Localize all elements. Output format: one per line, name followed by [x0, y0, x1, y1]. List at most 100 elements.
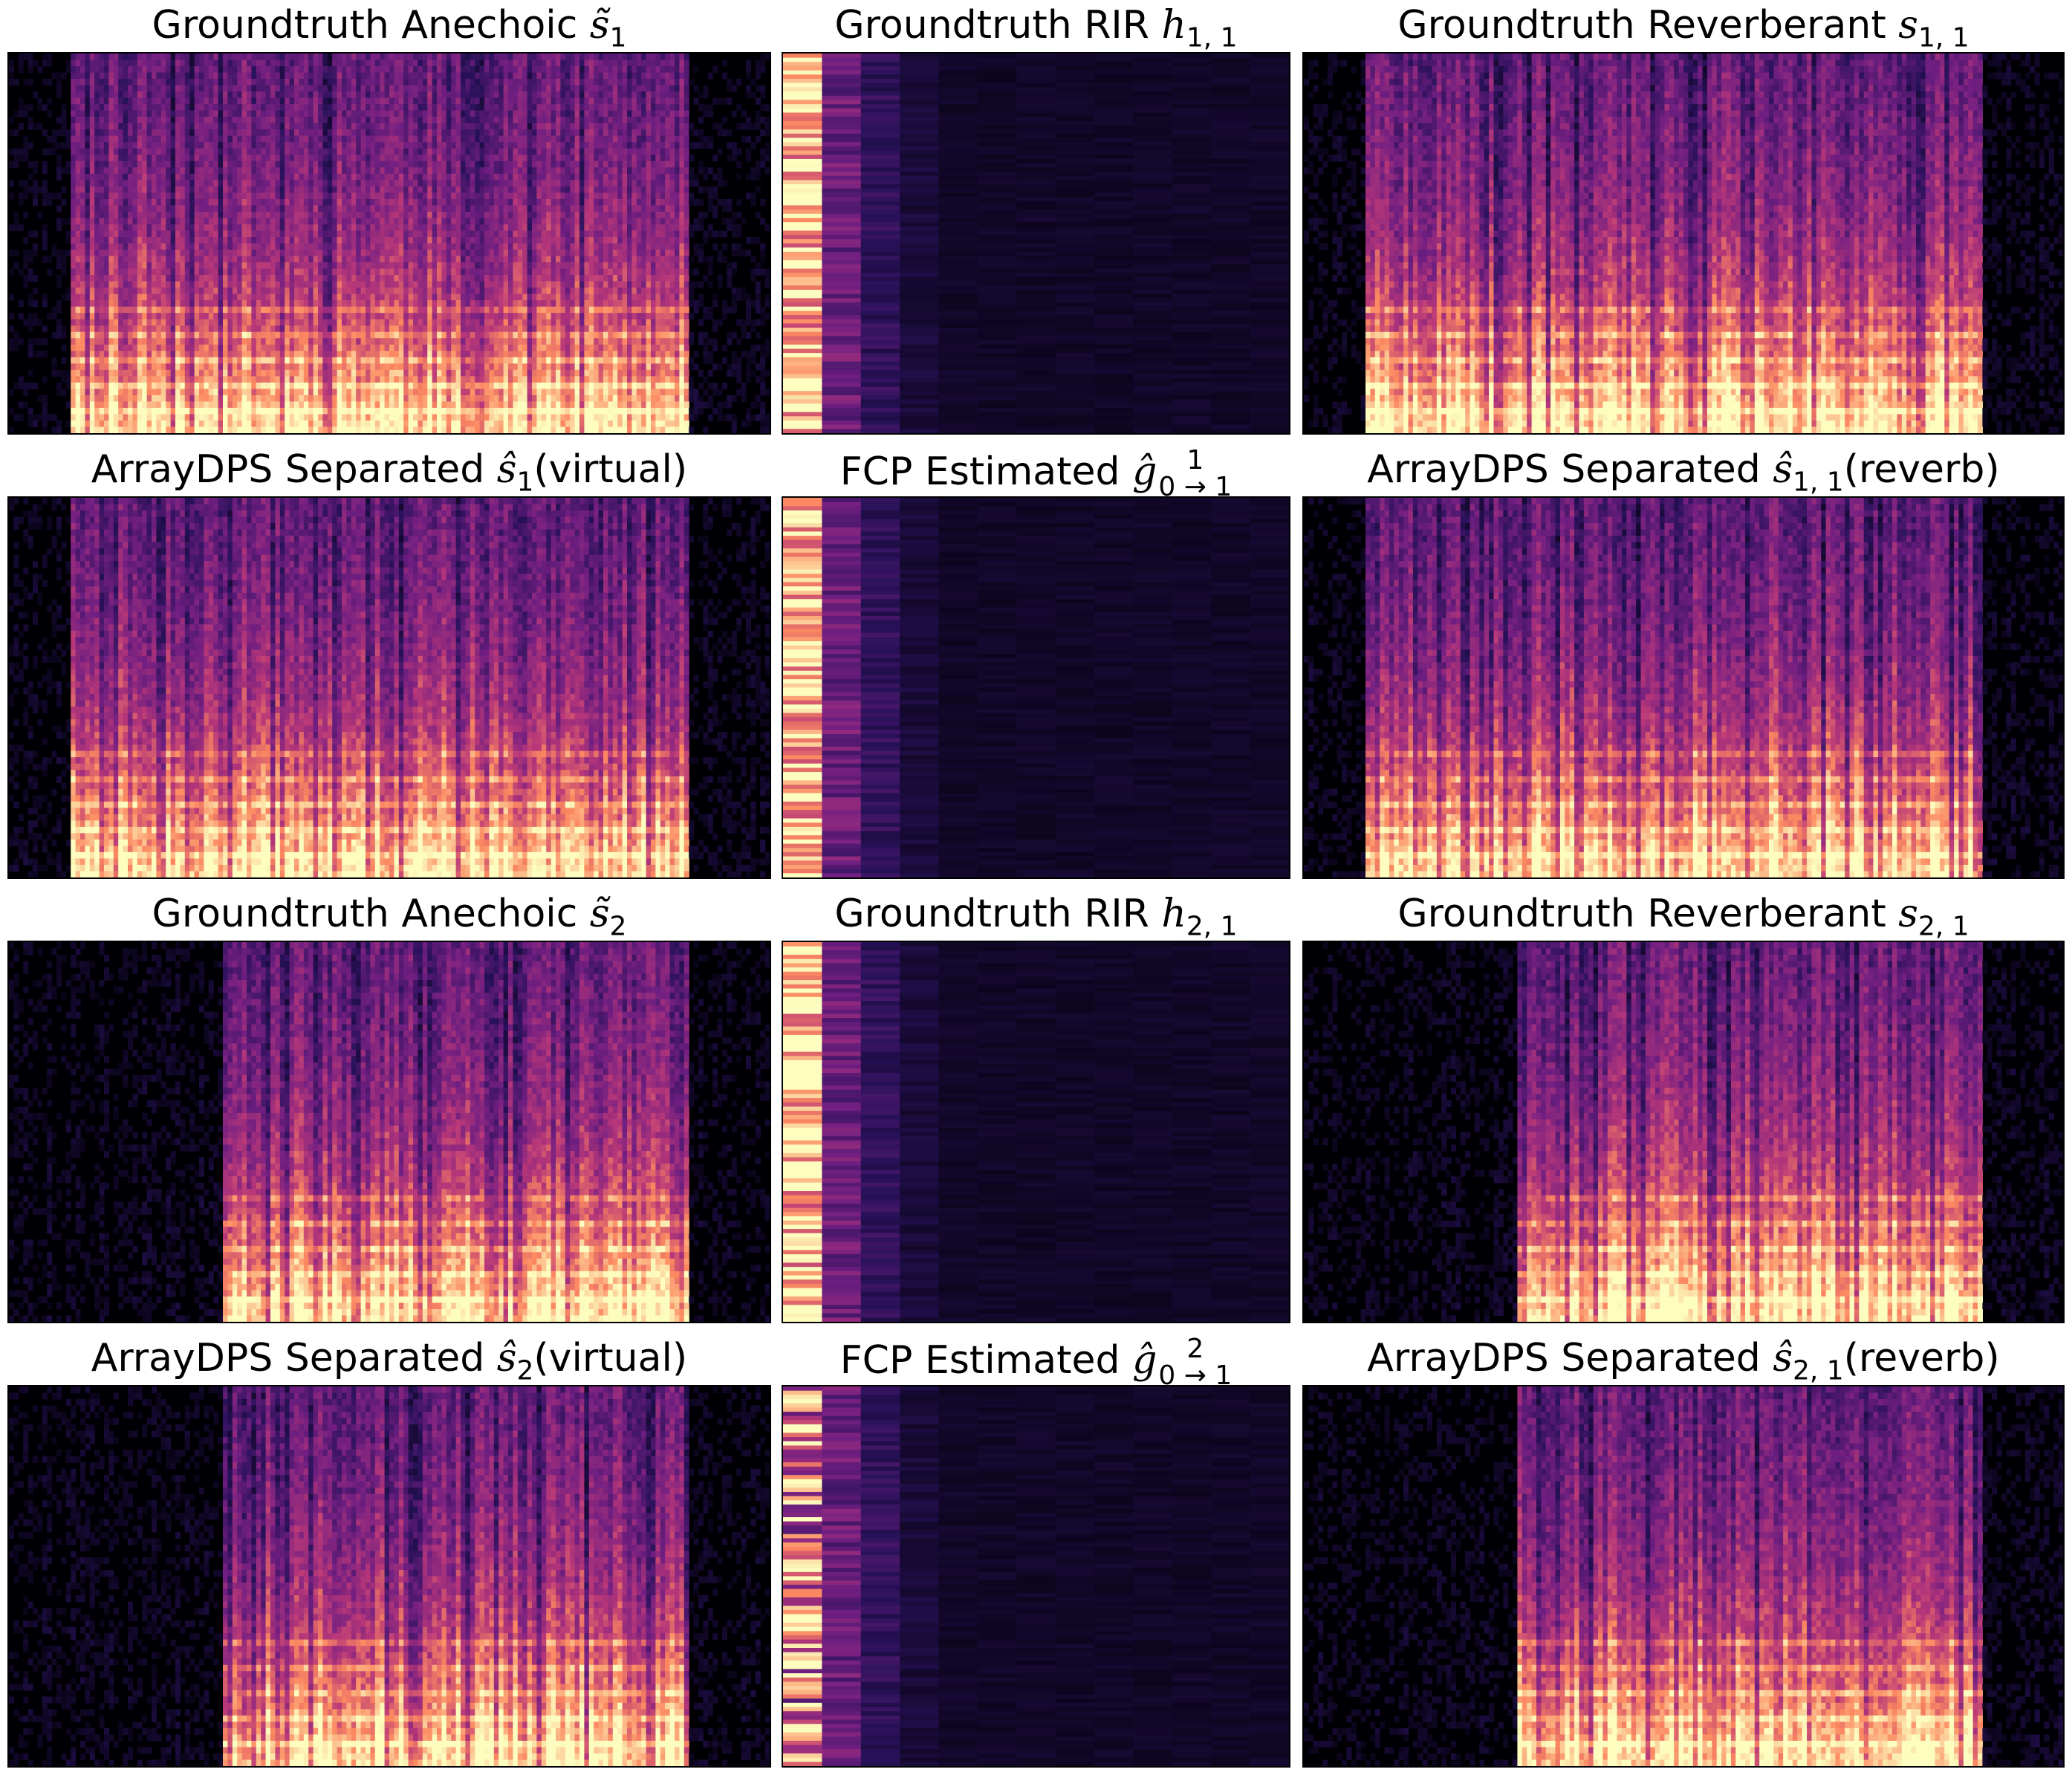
- spectrogram-cell: [366, 224, 371, 231]
- spectrogram-cell: [375, 256, 380, 263]
- spectrogram-cell: [689, 129, 694, 136]
- spectrogram-cell: [108, 167, 114, 174]
- spectrogram-cell: [579, 262, 585, 269]
- spectrogram-cell: [441, 98, 446, 105]
- spectrogram-cell: [185, 117, 190, 123]
- spectrogram-cell: [465, 167, 470, 174]
- spectrogram-cell: [294, 167, 299, 174]
- spectrogram-cell: [118, 60, 123, 67]
- spectrogram-cell: [71, 60, 76, 67]
- spectrogram-cell: [480, 174, 485, 181]
- spectrogram-cell: [322, 142, 328, 149]
- spectrogram-cell: [166, 60, 171, 67]
- spectrogram-cell: [446, 244, 452, 250]
- spectrogram-cell: [470, 155, 475, 161]
- spectrogram-cell: [90, 230, 95, 237]
- spectrogram-cell: [147, 136, 152, 143]
- spectrogram-cell: [546, 91, 551, 98]
- spectrogram-cell: [152, 167, 157, 174]
- spectrogram-cell: [675, 60, 680, 67]
- spectrogram-cell: [631, 85, 637, 92]
- spectrogram-cell: [498, 98, 504, 105]
- spectrogram-cell: [760, 117, 765, 123]
- spectrogram-cell: [166, 111, 171, 117]
- spectrogram-cell: [328, 205, 333, 212]
- spectrogram-cell: [61, 129, 66, 136]
- spectrogram-cell: [641, 180, 646, 186]
- spectrogram-cell: [565, 79, 571, 85]
- spectrogram-cell: [166, 79, 171, 85]
- spectrogram-cell: [118, 66, 123, 73]
- spectrogram-cell: [299, 262, 304, 269]
- spectrogram-cell: [123, 199, 129, 206]
- spectrogram-cell: [189, 237, 195, 244]
- spectrogram-cell: [213, 174, 218, 181]
- spectrogram-cell: [504, 269, 509, 276]
- spectrogram-cell: [556, 155, 561, 161]
- spectrogram-cell: [637, 167, 642, 174]
- spectrogram-cell: [441, 180, 446, 186]
- spectrogram-cell: [651, 180, 656, 186]
- spectrogram-cell: [651, 167, 656, 174]
- spectrogram-cell: [156, 129, 161, 136]
- spectrogram-cell: [480, 199, 485, 206]
- spectrogram-cell: [679, 117, 684, 123]
- spectrogram-cell: [328, 66, 333, 73]
- spectrogram-cell: [247, 142, 252, 149]
- spectrogram-cell: [366, 244, 371, 250]
- spectrogram-cell: [613, 180, 618, 186]
- spectrogram-cell: [651, 199, 656, 206]
- spectrogram-cell: [594, 142, 599, 149]
- spectrogram-cell: [675, 73, 680, 79]
- spectrogram-cell: [475, 230, 480, 237]
- spectrogram-cell: [175, 275, 181, 282]
- spectrogram-cell: [318, 129, 323, 136]
- spectrogram-cell: [13, 212, 19, 218]
- spectrogram-cell: [423, 212, 428, 218]
- spectrogram-cell: [608, 250, 613, 256]
- spectrogram-cell: [399, 136, 404, 143]
- spectrogram-cell: [185, 98, 190, 105]
- spectrogram-cell: [322, 237, 328, 244]
- spectrogram-cell: [399, 53, 404, 60]
- spectrogram-cell: [489, 218, 494, 224]
- spectrogram-cell: [456, 161, 461, 168]
- spectrogram-cell: [123, 218, 129, 224]
- spectrogram-cell: [375, 180, 380, 186]
- spectrogram-cell: [108, 224, 114, 231]
- spectrogram-cell: [361, 53, 366, 60]
- spectrogram-cell: [513, 262, 518, 269]
- spectrogram-cell: [233, 192, 238, 199]
- spectrogram-cell: [361, 79, 366, 85]
- spectrogram-cell: [142, 180, 147, 186]
- spectrogram-cell: [275, 262, 280, 269]
- spectrogram-cell: [242, 60, 247, 67]
- spectrogram-cell: [594, 218, 599, 224]
- spectrogram-cell: [356, 129, 361, 136]
- spectrogram-cell: [385, 53, 390, 60]
- spectrogram-cell: [756, 269, 761, 276]
- spectrogram-cell: [199, 174, 204, 181]
- spectrogram-cell: [209, 205, 214, 212]
- spectrogram-cell: [627, 192, 632, 199]
- spectrogram-cell: [413, 174, 418, 181]
- spectrogram-cell: [76, 85, 81, 92]
- spectrogram-cell: [213, 167, 218, 174]
- spectrogram-cell: [118, 155, 123, 161]
- spectrogram-cell: [522, 111, 527, 117]
- spectrogram-cell: [80, 149, 85, 155]
- spectrogram-cell: [536, 218, 542, 224]
- spectrogram-cell: [641, 250, 646, 256]
- spectrogram-cell: [427, 53, 432, 60]
- spectrogram-cell: [641, 129, 646, 136]
- spectrogram-cell: [337, 117, 342, 123]
- spectrogram-cell: [299, 161, 304, 168]
- spectrogram-cell: [446, 98, 452, 105]
- spectrogram-cell: [409, 180, 414, 186]
- spectrogram-cell: [641, 224, 646, 231]
- spectrogram-cell: [675, 79, 680, 85]
- spectrogram-cell: [223, 250, 228, 256]
- spectrogram-cell: [461, 60, 466, 67]
- spectrogram-cell: [584, 136, 589, 143]
- spectrogram-cell: [660, 66, 666, 73]
